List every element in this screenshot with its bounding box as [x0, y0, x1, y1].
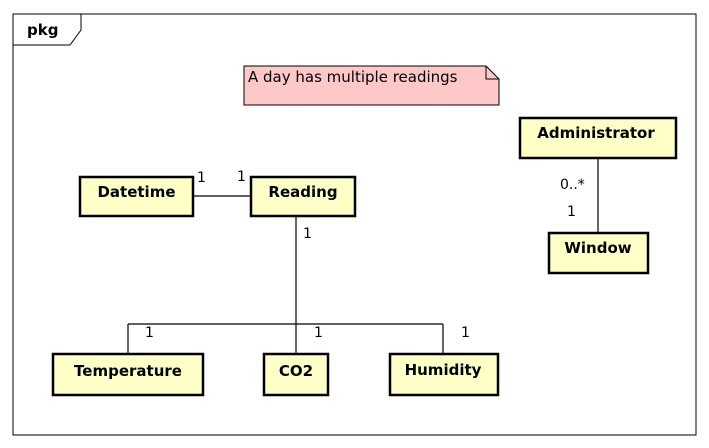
note-box	[243, 65, 500, 106]
mult-temperature: 1	[145, 325, 154, 341]
class-datetime[interactable]: Datetime	[78, 175, 195, 218]
class-reading-label: Reading	[268, 183, 337, 201]
mult-humidity: 1	[461, 325, 470, 341]
class-datetime-label: Datetime	[97, 183, 175, 201]
class-reading[interactable]: Reading	[249, 175, 357, 218]
mult-datetime-reading-right: 1	[237, 169, 246, 185]
class-humidity-box	[388, 352, 500, 397]
class-window-box	[547, 231, 650, 275]
class-reading-box	[249, 175, 357, 218]
mult-window-end: 1	[567, 204, 576, 220]
class-window[interactable]: Window	[547, 231, 650, 275]
class-co2-label: CO2	[279, 362, 313, 380]
class-co2[interactable]: CO2	[262, 352, 330, 397]
class-temperature[interactable]: Temperature	[51, 352, 205, 397]
class-temperature-label: Temperature	[74, 362, 182, 380]
class-temperature-box	[51, 352, 205, 397]
class-humidity[interactable]: Humidity	[388, 352, 500, 397]
mult-administrator-end: 0..*	[560, 177, 585, 193]
note-text: A day has multiple readings	[248, 68, 458, 86]
mult-reading-down: 1	[303, 226, 312, 242]
class-administrator-label: Administrator	[537, 124, 655, 142]
class-window-label: Window	[564, 239, 631, 257]
class-administrator-box	[518, 116, 678, 160]
package-tab	[12, 13, 82, 46]
package-name: pkg	[27, 21, 58, 39]
class-co2-box	[262, 352, 330, 397]
class-administrator[interactable]: Administrator	[518, 116, 678, 160]
mult-co2: 1	[314, 325, 323, 341]
class-datetime-box	[78, 175, 195, 218]
mult-datetime-reading-left: 1	[197, 170, 206, 186]
note-fold	[485, 66, 499, 80]
class-humidity-label: Humidity	[405, 361, 482, 379]
